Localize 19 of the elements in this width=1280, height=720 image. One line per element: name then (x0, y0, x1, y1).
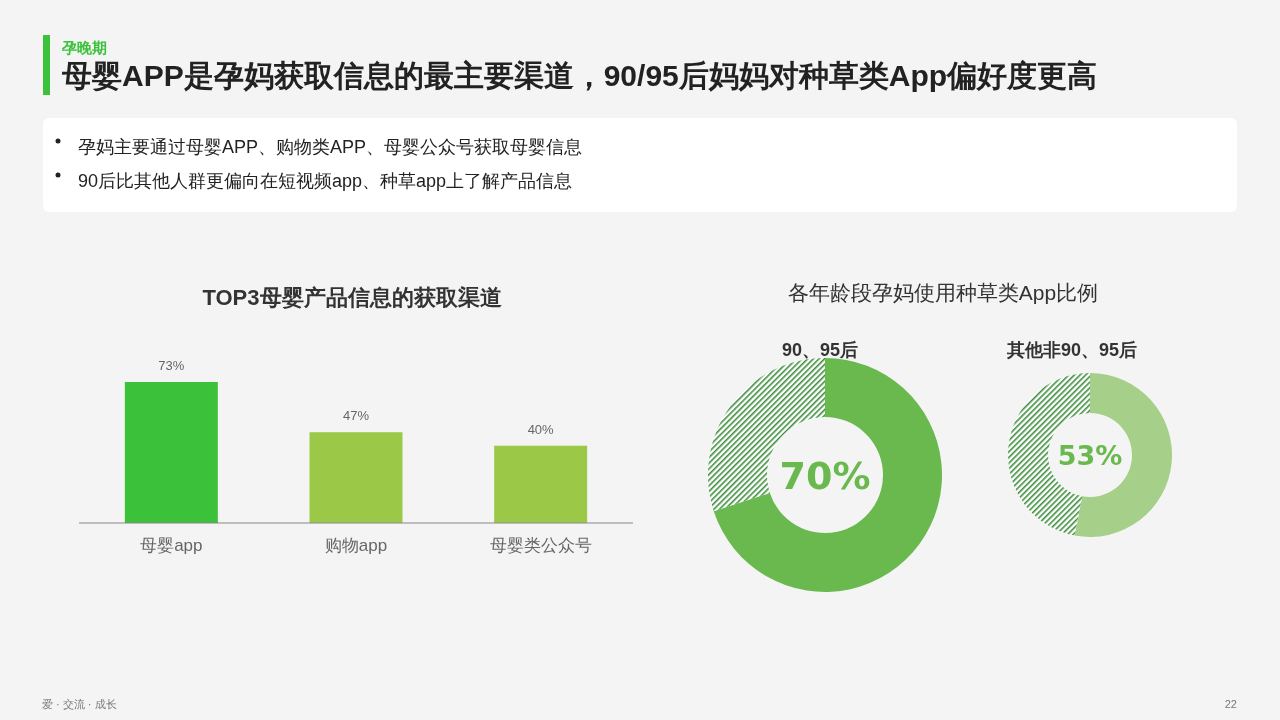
data-label: 53% (1057, 439, 1123, 471)
chart-title: TOP3母婴产品信息的获取渠道 (202, 285, 502, 310)
donut-slice (713, 358, 942, 592)
data-label: 47% (342, 408, 370, 424)
text: 22 (1224, 698, 1237, 710)
text: 孕晚期 (61, 39, 107, 56)
text: 爱 · 交流 · 成长 (42, 698, 117, 710)
text: 孕妈主要通过母婴APP、购物类APP、母婴公众号获取母婴信息 (78, 137, 583, 157)
data-label: 73% (158, 358, 185, 373)
chart-subtitle: 其他非90、95后 (1005, 340, 1138, 360)
x-tick-label: 母婴app (140, 536, 203, 555)
text: 90后比其他人群更偏向在短视频app、种草app上了解产品信息 (78, 171, 573, 191)
x-tick-label: 购物app (324, 536, 388, 555)
x-tick-label: 母婴类公众号 (489, 536, 592, 555)
chart-subtitle: 90、95后 (781, 340, 859, 360)
text: 母婴APP是孕妈获取信息的最主要渠道，90/95后妈妈对种草类App偏好度更高 (61, 59, 1098, 92)
chart-title: 各年龄段孕妈使用种草类App比例 (787, 281, 1099, 304)
data-label: 40% (527, 421, 555, 437)
data-label: 70% (779, 453, 871, 498)
